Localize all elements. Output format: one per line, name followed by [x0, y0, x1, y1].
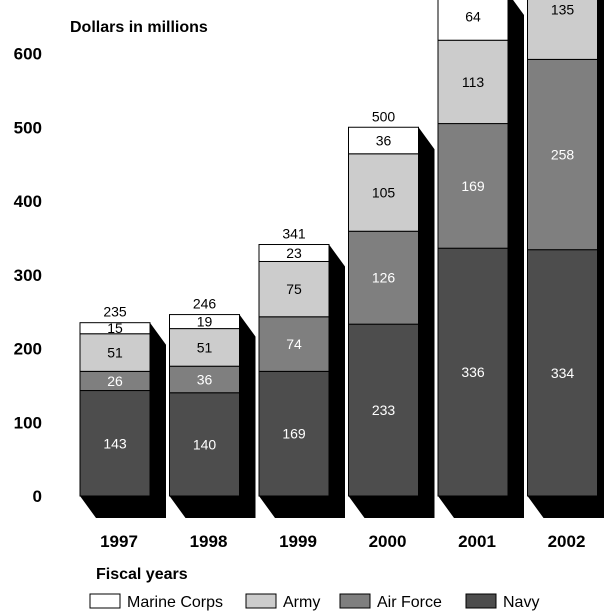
y-tick-label: 400: [14, 192, 42, 211]
bar-shadow: [348, 127, 435, 518]
x-tick-label: 1999: [279, 532, 317, 551]
bar-segment-navy: [169, 392, 240, 497]
bar-segment-marine-corps: [169, 314, 240, 330]
bar-shadow: [80, 322, 166, 518]
bar-segment-army: [258, 260, 330, 318]
y-axis: 0100200300400500600700800: [14, 45, 42, 507]
bar-2002: 33425813562789a: [527, 0, 604, 518]
segment-value-label: 75: [286, 281, 302, 297]
legend-item-army: Army: [245, 593, 320, 611]
bar-2000: 233 126 105 36 500: [348, 108, 435, 518]
bar-segment-army: [437, 39, 509, 125]
segment-value-label: 51: [107, 345, 123, 361]
segment-value-label: 23: [286, 245, 302, 261]
x-tick-label: 2001: [458, 532, 496, 551]
bar-segment-navy: [348, 323, 419, 497]
segment-value-label: 336: [461, 364, 485, 380]
x-axis-label: Fiscal years: [96, 566, 188, 583]
bar-segment-air-force: [348, 230, 419, 325]
legend-item-air-force: Air Force: [339, 593, 442, 611]
y-tick-label: 300: [14, 266, 42, 285]
total-value-label: 500: [372, 108, 396, 124]
y-tick-label: 500: [14, 118, 42, 137]
bar-segment-air-force: [258, 316, 330, 372]
x-tick-label: 1997: [100, 532, 138, 551]
legend-item-navy: Navy: [465, 593, 539, 611]
bar-shadow: [438, 0, 524, 518]
segment-value-label: 169: [461, 178, 485, 194]
bar-segment-air-force: [527, 58, 598, 251]
legend-label: Air Force: [377, 594, 442, 611]
bar-1999: 169 74 75 23 341: [258, 226, 345, 518]
legend-item-marine-corps: Marine Corps: [89, 593, 223, 611]
y-tick-label: 100: [14, 413, 42, 432]
bar-segment-army: [169, 328, 240, 367]
segment-value-label: 15: [107, 320, 123, 336]
bar-2001: 33616911364682: [437, 0, 524, 518]
bar-segment-navy: [79, 390, 151, 497]
y-axis-label: Dollars in millions: [70, 19, 208, 36]
bar-segment-army: [527, 0, 598, 60]
segment-value-label: 143: [103, 435, 127, 451]
legend-swatch: [339, 593, 371, 609]
total-value-label: 341: [282, 226, 306, 242]
legend: Marine Corps Army Air Force Navy: [89, 593, 539, 611]
x-tick-label: 1998: [190, 532, 228, 551]
legend-label: Navy: [503, 594, 539, 611]
legend-swatch: [245, 593, 277, 609]
x-tick-label: 2002: [548, 532, 586, 551]
segment-value-label: 105: [372, 185, 396, 201]
total-value-label: 235: [103, 304, 127, 320]
bar-segment-air-force: [437, 123, 509, 249]
segment-value-label: 135: [551, 2, 575, 18]
y-tick-label: 0: [33, 487, 42, 506]
bar-shadow: [259, 244, 345, 518]
bar-segment-navy: [258, 370, 330, 497]
segment-value-label: 36: [197, 371, 213, 387]
bar-segment-marine-corps: [437, 0, 509, 41]
bar-segment-air-force: [169, 365, 240, 394]
legend-label: Army: [283, 594, 320, 611]
segment-value-label: 19: [197, 314, 213, 330]
legend-label: Marine Corps: [127, 594, 223, 611]
bar-segment-navy: [437, 247, 509, 497]
y-tick-label: 600: [14, 45, 42, 64]
segment-value-label: 258: [551, 147, 575, 163]
segment-value-label: 64: [465, 9, 481, 25]
bar-segment-army: [79, 333, 151, 372]
bar-segment-marine-corps: [348, 126, 419, 155]
segment-value-label: 74: [286, 336, 302, 352]
segment-value-label: 26: [107, 373, 123, 389]
segment-value-label: 140: [193, 436, 217, 452]
legend-swatch: [89, 593, 121, 609]
total-value-label: 246: [193, 296, 217, 312]
bar-shadow: [169, 314, 256, 518]
bar-segment-marine-corps: [79, 322, 151, 335]
bar-segment-army: [348, 153, 419, 232]
x-axis: 1997 1998 1999 2000 2001 2002: [100, 532, 585, 551]
bar-1998: 140 36 51 19 246: [169, 296, 256, 518]
segment-value-label: 334: [551, 365, 575, 381]
segment-value-label: 169: [282, 426, 306, 442]
segment-value-label: 233: [372, 402, 396, 418]
legend-swatch: [465, 593, 497, 609]
segment-value-label: 126: [372, 270, 396, 286]
segment-value-label: 36: [376, 133, 392, 149]
x-tick-label: 2000: [369, 532, 407, 551]
segment-value-label: 113: [462, 74, 485, 90]
segment-value-label: 51: [197, 339, 213, 355]
y-tick-label: 200: [14, 340, 42, 359]
bar-segment-marine-corps: [258, 244, 330, 262]
